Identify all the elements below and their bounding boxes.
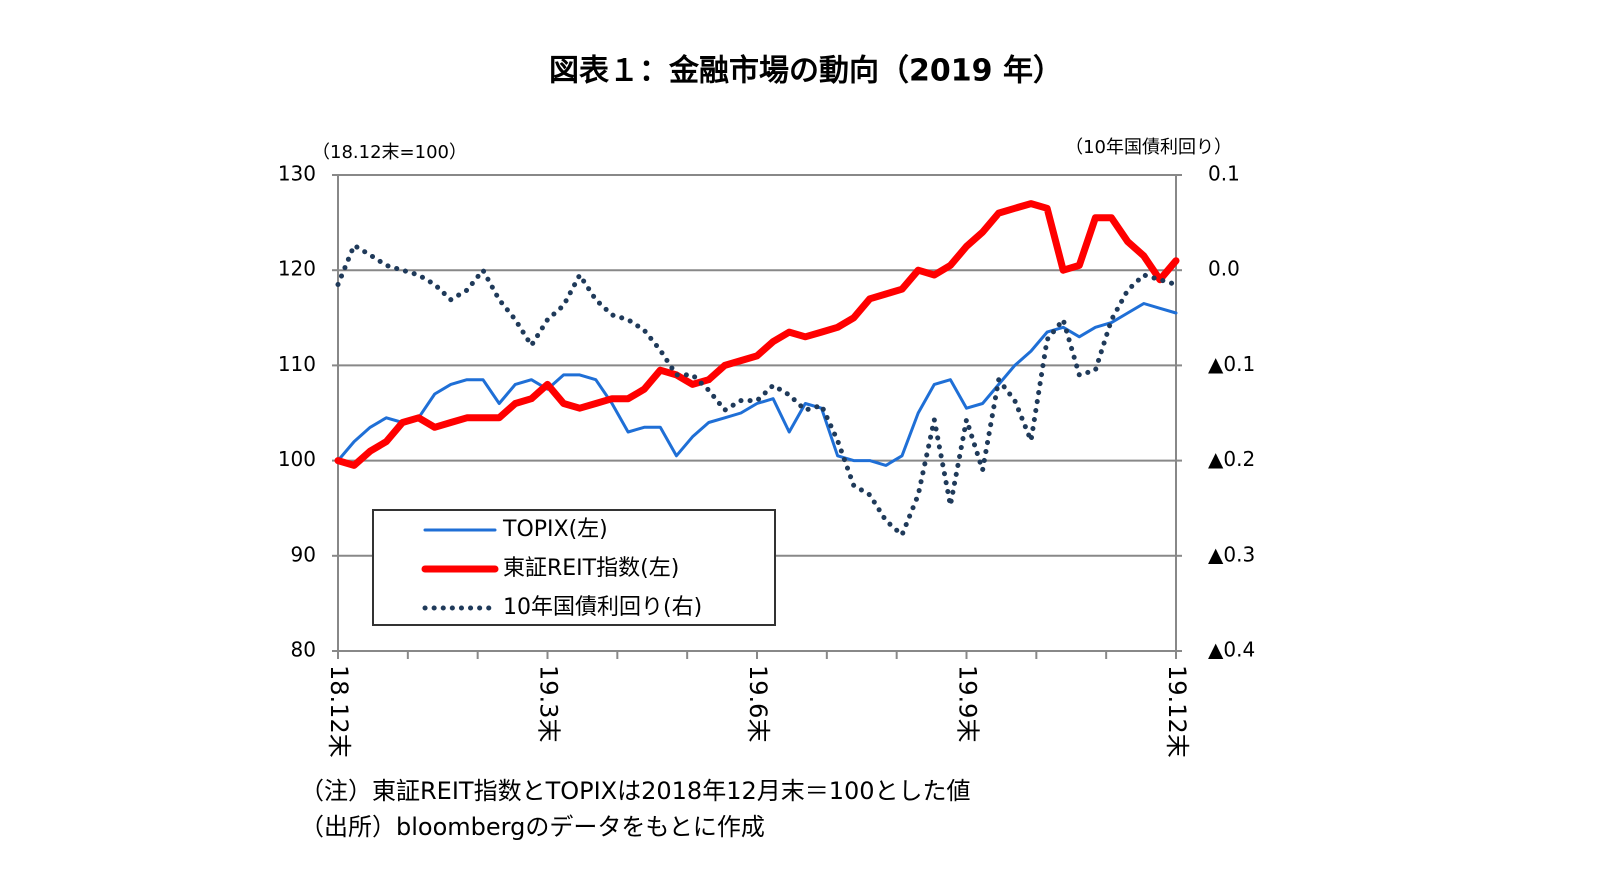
chart-title: 図表１：金融市場の動向（2019 年） xyxy=(549,54,1063,89)
series-line xyxy=(334,200,1180,469)
legend-label: TOPIX(左) xyxy=(502,517,608,542)
series-line xyxy=(336,302,1178,467)
series-line xyxy=(335,242,1179,538)
x-tick-label: 19.6末 xyxy=(744,665,772,742)
y2-unit-label: （10年国債利回り） xyxy=(1065,137,1232,158)
y-tick-label: 120 xyxy=(278,257,316,281)
y2-tick-label: ▲0.2 xyxy=(1208,447,1255,471)
y2-tick-label: 0.1 xyxy=(1208,162,1240,186)
legend-label: 10年国債利回り(右) xyxy=(503,595,702,620)
y-tick-label: 100 xyxy=(278,447,316,471)
x-tick-label: 19.12末 xyxy=(1163,665,1191,758)
y2-tick-label: ▲0.1 xyxy=(1208,352,1255,376)
y-tick-label: 130 xyxy=(278,162,316,186)
y2-tick-label: ▲0.3 xyxy=(1208,542,1255,566)
y2-tick-label: ▲0.4 xyxy=(1208,638,1255,662)
legend: TOPIX(左) 東証REIT指数(左) 10年国債利回り(右) xyxy=(372,509,776,626)
y-tick-label: 90 xyxy=(291,542,316,566)
note: （出所）bloombergのデータをもとに作成 xyxy=(300,813,765,841)
x-tick-label: 19.9末 xyxy=(954,665,982,742)
y-unit-label: （18.12末=100） xyxy=(312,142,467,163)
y-tick-label: 110 xyxy=(278,352,316,376)
note: （注）東証REIT指数とTOPIXは2018年12月末＝100とした値 xyxy=(300,777,971,805)
legend-label: 東証REIT指数(左) xyxy=(503,556,679,581)
y2-tick-label: 0.0 xyxy=(1208,257,1240,281)
y-tick-label: 80 xyxy=(291,638,316,662)
x-tick-label: 19.3末 xyxy=(535,665,563,742)
x-tick-label: 18.12末 xyxy=(325,665,353,758)
